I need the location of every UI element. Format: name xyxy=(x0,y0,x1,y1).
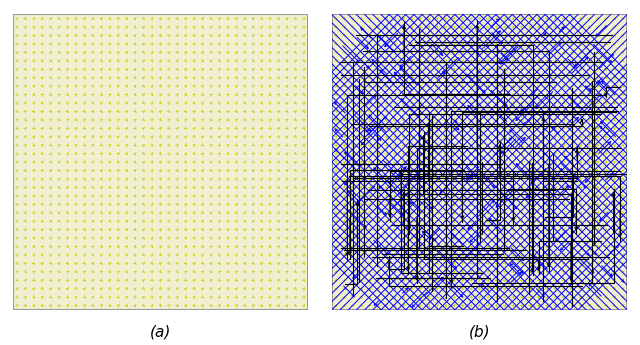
Text: (b): (b) xyxy=(468,325,490,339)
Text: (a): (a) xyxy=(150,325,171,339)
